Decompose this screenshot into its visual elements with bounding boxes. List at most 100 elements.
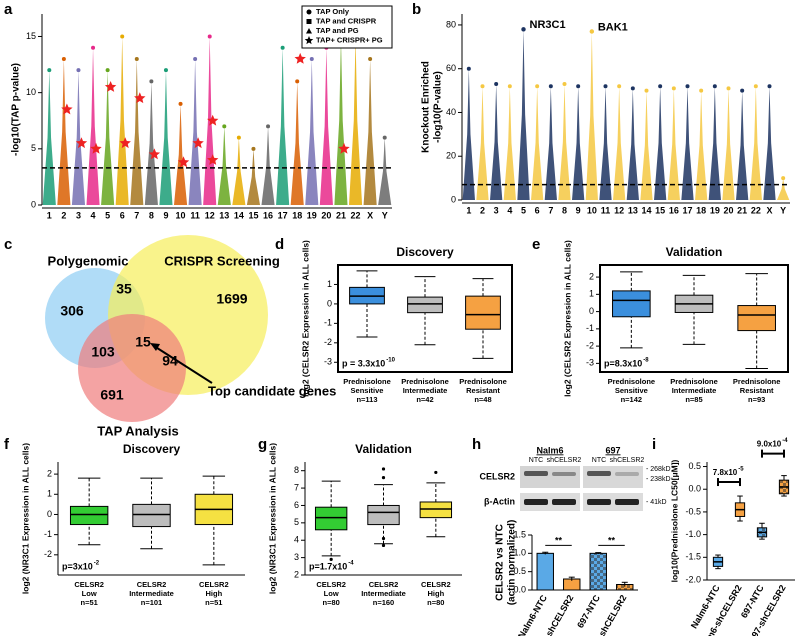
x-tick-label: 10 [587,205,597,215]
x-tick-label: Prednisolone [670,377,718,386]
y-tick-label: 80 [446,19,456,29]
x-tick-label: CELSR2 [421,580,451,589]
annotation: BAK1 [598,21,628,33]
size-label: - 238kD [646,476,671,483]
peak-column [654,86,667,200]
x-tick-label: 22 [351,210,361,220]
p-value-exponent: -2 [94,561,100,567]
x-tick-label: CELSR2 [316,580,346,589]
y-tick-label: 60 [446,63,456,73]
peak-column [572,86,585,200]
peak-point [163,68,168,73]
p-value-exponent: -4 [782,438,788,444]
x-tick-label: 8 [149,210,154,220]
x-tick-label: 1 [466,205,471,215]
x-tick-label: 3 [494,205,499,215]
n-label: n=85 [685,395,702,404]
peak-column [115,36,129,206]
peak-column [749,86,762,200]
y-tick-label: 0 [31,199,36,209]
star-marker [104,81,117,92]
star-marker [294,52,306,64]
peak-point [507,84,512,89]
y-tick-label: -2 [324,337,332,347]
lane-group: Nalm6 [536,445,563,455]
x-tick-label: 9 [576,205,581,215]
peak-column [188,58,202,205]
x-tick-label: Resistant [740,386,774,395]
y-tick-label: 40 [446,107,456,117]
x-tick-label: Intermediate [129,589,174,598]
box [612,290,651,318]
y-axis-label: -log10(TAP p-value) [11,63,22,156]
panel-letter: c [4,236,12,253]
x-tick-label: 20 [723,205,733,215]
panel-letter: a [4,1,13,18]
peak-column [217,126,231,205]
box [132,503,171,528]
y-tick-label: 0 [589,306,594,316]
peak-point [382,135,387,140]
peak-column [490,84,503,200]
lane-label: shCELSR2 [610,457,645,464]
peak-column [86,47,100,205]
venn-count: 94 [162,353,178,369]
x-tick-label: 5 [521,205,526,215]
y-tick-label: 1 [327,279,332,289]
star-marker [192,137,204,149]
peak-point [368,56,373,61]
western-blot [520,466,643,511]
p-value: p=1.7x10 [309,561,347,571]
y-tick-label: -1 [44,529,52,539]
y-tick-label: 1.0 [513,548,526,558]
annotated-point [589,29,595,34]
peak-point [712,84,717,89]
x-tick-label: CELSR2 [369,580,399,589]
legend-label: TAP Only [316,7,350,16]
peak-point [644,88,649,93]
peak-column [57,58,71,205]
star-marker [177,156,190,168]
p-value-exponent: -8 [643,358,649,364]
peak-point [47,68,52,73]
x-tick-label: Intermediate [672,386,717,395]
protein-label: CELSR2 [479,471,515,481]
peak-point [617,84,622,89]
x-tick-label: Prednisolone [343,377,391,386]
legend-label: TAP+ CRISPR+ PG [316,35,383,44]
venn-count: 15 [135,334,151,350]
x-tick-label: Intermediate [403,386,448,395]
x-tick-label: CELSR2 [199,580,229,589]
p-value: p=8.3x10 [604,358,642,368]
x-tick-label: Intermediate [361,589,406,598]
x-tick-label: 22 [751,205,761,215]
peak-column [558,84,571,200]
y-axis-label: log10(Prednisolone LC50[μM]) [669,459,679,582]
peak-point [671,86,676,91]
n-label: n=142 [621,395,642,404]
x-tick-label: 13 [219,210,229,220]
x-tick-label: 7 [548,205,553,215]
legend-marker [306,28,312,34]
star-marker [134,92,146,104]
p-value: 7.8x10 [713,468,738,477]
y-tick-label: 5 [31,143,36,153]
legend-marker [306,19,312,24]
x-tick-label: 14 [641,205,651,215]
peak-column [613,86,626,200]
y-tick-label: -1.0 [685,529,701,539]
peak-column [305,58,319,205]
x-tick-label: Low [82,589,97,598]
plot-frame [337,264,513,373]
x-tick-label: 17 [682,205,692,215]
peak-column [261,126,275,205]
y-tick-label: 1 [47,489,52,499]
n-label: n=160 [373,598,394,607]
peak-column [101,70,115,205]
x-tick-label: 4 [91,210,96,220]
peak-point [548,84,553,89]
peak-column [348,36,363,206]
y-tick-label: 15 [26,31,36,41]
lane-label: NTC [529,457,543,464]
y-axis-label: CELSR2 vs NTC [495,524,506,601]
